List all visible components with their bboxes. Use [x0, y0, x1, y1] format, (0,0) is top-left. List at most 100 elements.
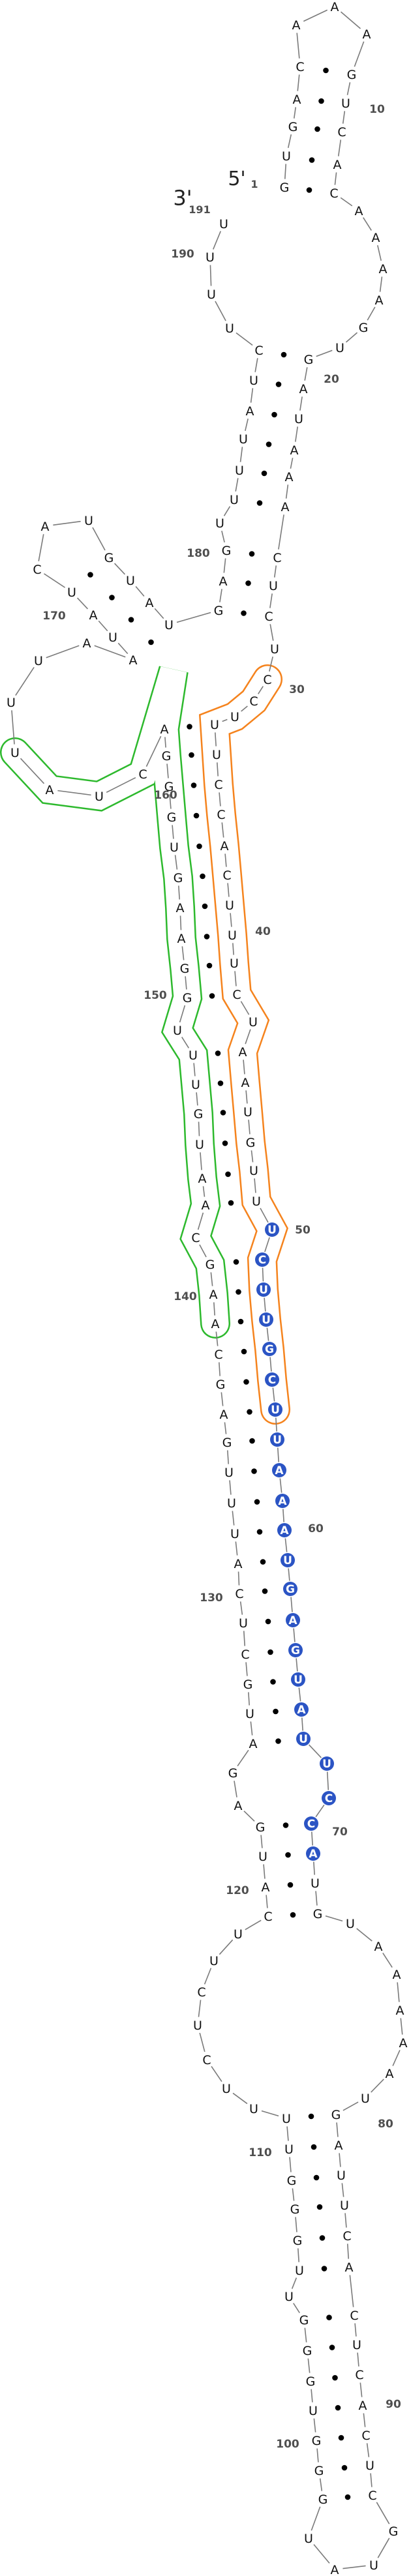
nucleotide-circle — [286, 1613, 300, 1627]
base-pair-dot — [332, 2375, 338, 2381]
base-pair-dot — [311, 2144, 317, 2150]
backbone-segment — [198, 2000, 202, 2017]
nucleotide-letter: U — [249, 374, 258, 388]
backbone-segment — [290, 1597, 293, 1612]
backbone-segment — [313, 2544, 330, 2564]
nucleotide-letter: U — [311, 1876, 320, 1891]
nucleotide-letter: G — [194, 1107, 204, 1121]
backbone-segment — [301, 1717, 303, 1731]
nucleotide-letter: U — [309, 2404, 318, 2418]
nucleotide-letter: U — [230, 493, 239, 507]
backbone-segment — [293, 2303, 300, 2313]
nucleotide-letter: C — [191, 1231, 200, 1245]
nucleotide-circle — [270, 1432, 284, 1447]
backbone-segment — [400, 2018, 403, 2035]
nucleotide-letter: U — [189, 1048, 198, 1063]
nucleotide-letter: U — [209, 1954, 219, 1968]
nucleotide-letter: G — [183, 991, 192, 1005]
base-pair-dot — [271, 411, 277, 418]
backbone-segment — [223, 506, 231, 516]
base-pair-dot — [209, 993, 215, 999]
base-pair-dot — [200, 873, 206, 880]
backbone-segment — [285, 484, 289, 499]
position-label: 50 — [295, 1224, 311, 1237]
backbone-segment — [296, 1658, 298, 1672]
nucleotide-letter: U — [304, 2532, 313, 2546]
base-pair-dot — [323, 67, 329, 74]
base-pair-dot — [190, 782, 197, 788]
backbone-segment — [346, 82, 351, 95]
nucleotide-letter: U — [108, 630, 117, 645]
backbone-segment — [315, 1804, 325, 1818]
nucleotide-letter: G — [104, 551, 114, 565]
base-pair-dot — [237, 1318, 244, 1325]
nucleotide-letter: G — [293, 2234, 303, 2248]
backbone-segment — [230, 913, 232, 927]
backbone-segment — [336, 2122, 339, 2137]
nucleotide-letter: A — [290, 443, 299, 458]
backbone-segment — [200, 1152, 202, 1170]
backbone-segment — [164, 737, 166, 748]
backbone-segment — [193, 1063, 196, 1076]
backbone-segment — [94, 645, 126, 658]
backbone-segment — [46, 645, 80, 659]
base-pair-dot — [270, 1679, 276, 1685]
backbone-segment — [357, 2352, 359, 2367]
nucleotide-letter: A — [297, 1704, 306, 1717]
nucleotide-letter: A — [293, 93, 301, 107]
backbone-segment — [299, 396, 303, 411]
backbone-segment — [245, 418, 249, 432]
nucleotide-letter: C — [214, 778, 222, 792]
nucleotide-letter: U — [341, 96, 350, 111]
base-pair-dot — [316, 2204, 323, 2210]
nucleotide-letter: G — [243, 1678, 253, 1692]
backbone-segment — [291, 2277, 297, 2289]
base-pair-dot — [287, 1882, 294, 1888]
backbone-segment — [15, 667, 35, 696]
base-pair-dot — [275, 1738, 281, 1744]
backbone-segment — [319, 2478, 323, 2491]
nucleotide-letter: A — [198, 1172, 207, 1186]
nucleotide-letter: G — [304, 353, 314, 367]
base-pair-dot — [341, 2465, 348, 2471]
backbone-segment — [293, 107, 297, 119]
nucleotide-letter: A — [83, 636, 91, 651]
backbone-segment — [266, 1327, 269, 1341]
backbone-segment — [204, 1968, 212, 1985]
backbone-segment — [377, 245, 382, 261]
base-pair-dot — [109, 595, 115, 600]
nucleotide-letter: G — [347, 68, 357, 82]
backbone-segment — [262, 1267, 264, 1282]
backbone-segment — [215, 1331, 219, 1346]
backbone-segment — [235, 1541, 238, 1556]
backbone-segment — [202, 1186, 206, 1197]
nucleotide-letter: C — [214, 1348, 222, 1362]
backbone-segment — [223, 558, 226, 573]
nucleotide-letter: U — [294, 412, 303, 426]
backbone-segment — [297, 2248, 299, 2262]
backbone-segment — [269, 656, 273, 672]
backbone-segment — [224, 853, 227, 867]
nucleotide-letter: C — [355, 2368, 363, 2382]
base-pair-dot — [241, 610, 247, 616]
backbone-segment — [245, 1090, 248, 1104]
nucleotide-letter: A — [246, 404, 254, 419]
backbone-segment — [176, 612, 211, 623]
nucleotide-letter: U — [267, 1224, 277, 1237]
base-pair-dot — [306, 187, 312, 193]
nucleotide-letter: U — [227, 1496, 236, 1511]
backbone-segment — [224, 1422, 227, 1434]
nucleotide-letter: U — [295, 2264, 304, 2278]
base-pair-dot — [245, 580, 251, 586]
backbone-segment — [263, 1864, 266, 1879]
base-pair-dot — [196, 843, 202, 850]
nucleotide-letter: U — [84, 514, 93, 528]
backbone-segment — [288, 1568, 290, 1581]
backbone-segment — [295, 426, 298, 442]
nucleotide-letter: G — [216, 1378, 226, 1392]
nucleotide-letter: A — [331, 2563, 339, 2576]
nucleotide-letter: U — [340, 2198, 349, 2213]
backbone-segment — [166, 763, 169, 778]
backbone-segment — [397, 1982, 400, 2002]
